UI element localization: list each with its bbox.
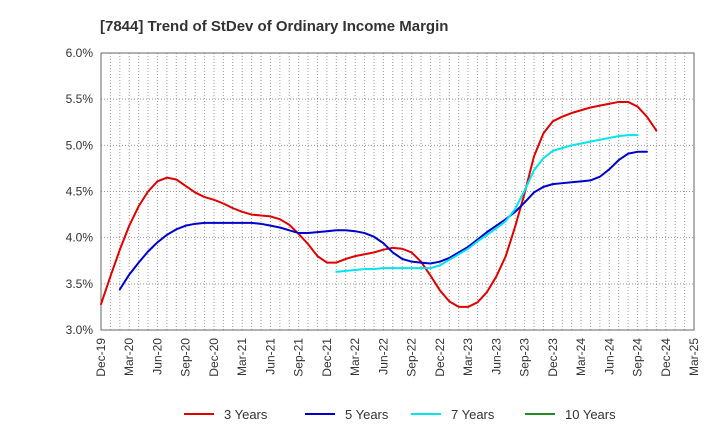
y-tick-label: 3.0%	[66, 323, 94, 337]
x-axis: Dec-19 Mar-20 Jun-20 Sep-20 Dec-20 Mar-21 Jun-…	[94, 338, 701, 377]
x-tick-label: Sep-24	[631, 338, 645, 377]
y-axis: 3.0% 3.5% 4.0% 4.5% 5.0% 5.5% 6.0%	[66, 46, 94, 337]
x-tick-label: Sep-23	[518, 338, 532, 377]
x-tick-label: Dec-19	[94, 338, 108, 377]
series-lines	[100, 100, 658, 308]
series-line-2	[118, 150, 648, 291]
chart-title: [7844] Trend of StDev of Ordinary Income…	[100, 18, 448, 35]
x-tick-label: Sep-21	[292, 338, 306, 377]
x-tick-label: Dec-23	[546, 338, 560, 377]
x-tick-label: Mar-24	[574, 338, 588, 376]
y-tick-label: 4.5%	[66, 185, 94, 199]
y-tick-label: 3.5%	[66, 277, 94, 291]
grid	[100, 52, 695, 331]
series-line-1	[100, 100, 658, 308]
y-tick-label: 4.0%	[66, 231, 94, 245]
legend-label: 3 Years	[224, 407, 268, 422]
x-tick-label: Mar-25	[687, 338, 701, 376]
x-tick-label: Dec-21	[320, 338, 334, 377]
x-tick-label: Sep-22	[405, 338, 419, 377]
y-tick-label: 6.0%	[66, 46, 94, 60]
x-tick-label: Jun-22	[376, 338, 390, 375]
x-tick-label: Dec-22	[433, 338, 447, 377]
x-tick-label: Dec-20	[207, 338, 221, 377]
x-tick-label: Jun-21	[263, 338, 277, 375]
x-tick-label: Dec-24	[659, 338, 673, 377]
plot-frame	[100, 52, 695, 331]
plot-border	[100, 52, 695, 331]
x-tick-label: Mar-20	[122, 338, 136, 376]
y-tick-label: 5.5%	[66, 92, 94, 106]
x-tick-label: Mar-21	[235, 338, 249, 376]
x-tick-label: Mar-23	[461, 338, 475, 376]
x-tick-label: Mar-22	[348, 338, 362, 376]
y-tick-label: 5.0%	[66, 138, 94, 152]
legend-label: 10 Years	[565, 407, 616, 422]
x-tick-label: Sep-20	[179, 338, 193, 377]
legend: 3 Years 5 Years 7 Years 10 Years	[184, 407, 616, 422]
x-tick-label: Jun-24	[602, 338, 616, 375]
series-line-3	[335, 134, 639, 273]
x-tick-label: Jun-20	[150, 338, 164, 375]
x-tick-label: Jun-23	[489, 338, 503, 375]
legend-label: 5 Years	[345, 407, 389, 422]
legend-label: 7 Years	[451, 407, 495, 422]
